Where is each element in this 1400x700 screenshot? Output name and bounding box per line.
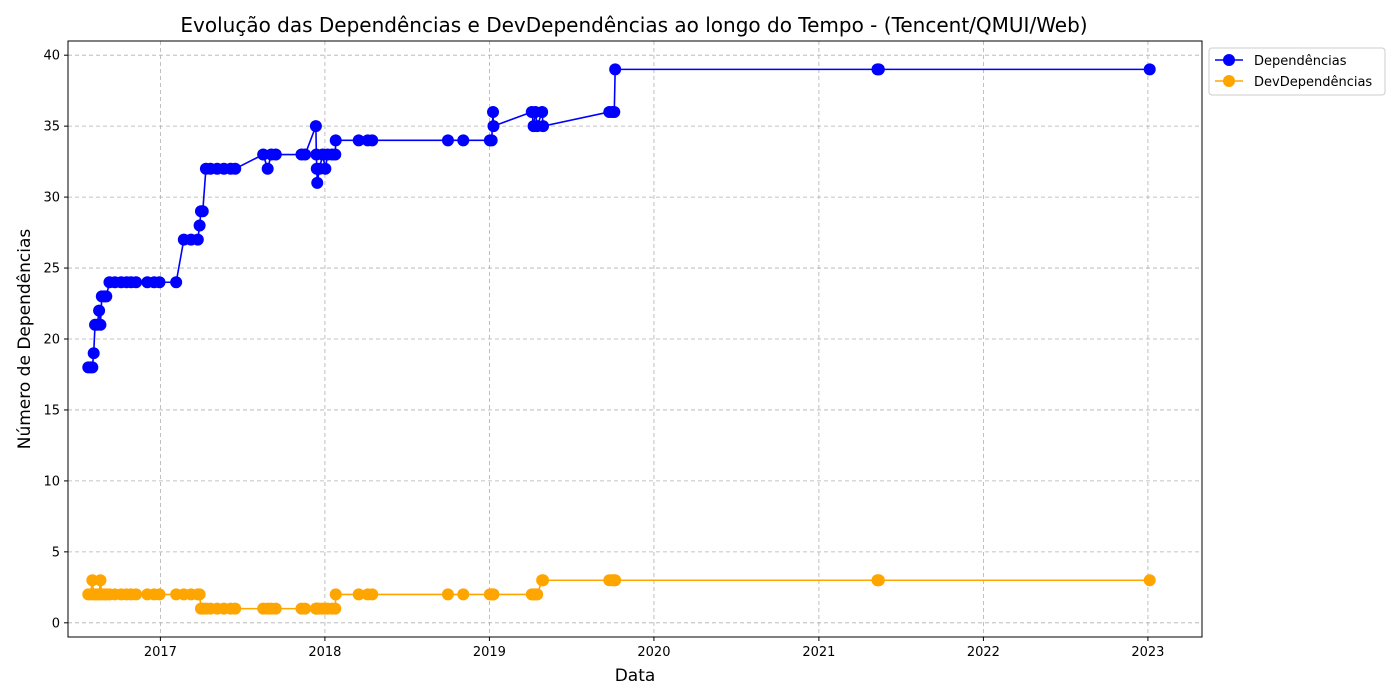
data-point — [311, 176, 324, 189]
data-point — [366, 134, 379, 147]
x-tick-label: 2018 — [308, 645, 341, 660]
data-point — [319, 162, 332, 175]
data-point — [153, 276, 166, 289]
data-point — [269, 602, 282, 615]
y-tick-label: 20 — [43, 333, 60, 348]
data-point — [229, 602, 242, 615]
data-point — [329, 134, 342, 147]
data-point — [261, 162, 274, 175]
legend-label-devdependencias: DevDependências — [1254, 75, 1372, 90]
data-point — [329, 588, 342, 601]
x-tick-label: 2019 — [473, 645, 506, 660]
data-point — [352, 134, 365, 147]
data-point — [609, 63, 622, 76]
data-point — [872, 63, 885, 76]
data-point — [93, 304, 106, 317]
data-point — [537, 120, 550, 133]
data-point — [269, 148, 282, 161]
y-tick-label: 10 — [43, 474, 60, 489]
x-tick-label: 2022 — [967, 645, 1000, 660]
data-point — [441, 134, 454, 147]
series-1 — [82, 574, 1156, 615]
data-point — [299, 602, 312, 615]
data-point — [872, 574, 885, 587]
data-point — [531, 588, 544, 601]
y-tick-label: 30 — [43, 191, 60, 206]
data-point — [86, 361, 99, 374]
x-tick-label: 2020 — [637, 645, 670, 660]
y-tick-label: 5 — [52, 545, 60, 560]
data-point — [191, 233, 204, 246]
x-axis-label: Data — [615, 666, 656, 686]
y-tick-label: 0 — [52, 616, 60, 631]
data-point — [193, 588, 206, 601]
data-point — [352, 588, 365, 601]
data-point — [329, 602, 342, 615]
data-point — [609, 574, 622, 587]
data-point — [457, 134, 470, 147]
data-point — [87, 347, 100, 360]
y-tick-label: 40 — [43, 49, 60, 64]
data-point — [130, 276, 143, 289]
data-point — [153, 588, 166, 601]
data-point — [193, 219, 206, 232]
data-point — [1143, 63, 1156, 76]
grid — [68, 41, 1202, 637]
data-point — [309, 120, 322, 133]
x-tick-label: 2017 — [144, 645, 177, 660]
x-tick-label: 2023 — [1131, 645, 1164, 660]
legend-marker-dependencias — [1223, 54, 1235, 66]
legend-label-dependencias: Dependências — [1254, 54, 1347, 69]
series-layer — [82, 63, 1156, 615]
data-point — [1143, 574, 1156, 587]
data-point — [196, 205, 209, 218]
data-point — [366, 588, 379, 601]
data-point — [329, 148, 342, 161]
data-point — [537, 574, 550, 587]
data-point — [94, 574, 107, 587]
data-point — [487, 588, 500, 601]
data-point — [299, 148, 312, 161]
data-point — [170, 276, 183, 289]
data-point — [608, 105, 621, 118]
data-point — [487, 105, 500, 118]
data-point — [130, 588, 143, 601]
data-point — [485, 134, 498, 147]
data-point — [229, 162, 242, 175]
y-tick-label: 35 — [43, 120, 60, 135]
data-point — [100, 290, 113, 303]
y-tick-label: 15 — [43, 403, 60, 418]
data-point — [94, 318, 107, 331]
legend-box — [1208, 47, 1386, 96]
y-tick-label: 25 — [43, 262, 60, 277]
x-tick-label: 2021 — [802, 645, 835, 660]
legend-marker-devdependencias — [1223, 75, 1235, 87]
legend: Dependências DevDependências — [1208, 47, 1386, 96]
data-point — [536, 105, 549, 118]
data-point — [441, 588, 454, 601]
data-point — [487, 120, 500, 133]
data-point — [457, 588, 470, 601]
series-0 — [82, 63, 1156, 374]
chart-title: Evolução das Dependências e DevDependênc… — [180, 13, 1087, 37]
axis-ticks: 2017 2018 2019 2020 2021 2022 2023 0 5 10 15 20 25 30… — [43, 49, 1164, 660]
y-axis-label: Número de Dependências — [15, 229, 35, 450]
